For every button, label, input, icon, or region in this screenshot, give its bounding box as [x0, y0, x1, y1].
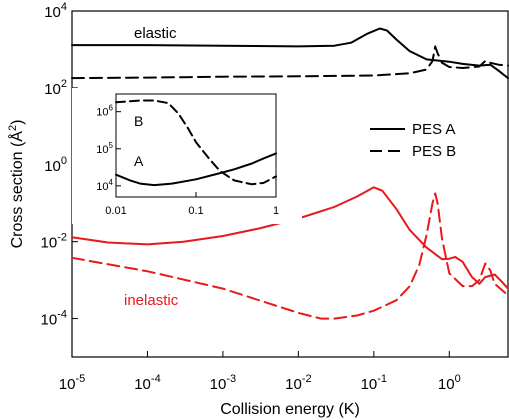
inset-y-tick-label-exp: 4: [109, 178, 114, 187]
inelastic-label: inelastic: [124, 292, 179, 309]
inset-y-tick-label-base: 10: [96, 181, 108, 193]
x-tick-label: 10-4: [134, 373, 160, 393]
y-tick-label-exp: 4: [61, 1, 67, 13]
legend-label-pes-a: PES A: [412, 121, 455, 138]
y-tick-label: 10-2: [41, 232, 67, 252]
y-axis-title: Cross section (Å2): [7, 120, 26, 249]
x-tick-label: 10-2: [285, 373, 311, 393]
x-tick-label-exp: -1: [377, 373, 387, 385]
inset-y-tick-label: 104: [96, 178, 113, 193]
x-tick-label-base: 10: [438, 376, 455, 393]
inset-label-a: A: [134, 153, 144, 169]
y-tick-label-base: 10: [44, 158, 61, 175]
inset-curve-a-line: [115, 152, 277, 187]
x-tick-label-exp: -2: [302, 373, 312, 385]
elastic-pes-b-line: [71, 45, 509, 80]
y-tick-label-exp: 2: [61, 78, 67, 90]
elastic-label: elastic: [134, 25, 177, 42]
inset-y-tick-label-exp: 6: [109, 104, 114, 113]
y-axis-title-sup: 2: [7, 125, 19, 131]
y-tick-label-exp: -4: [57, 309, 67, 321]
y-tick-label-exp: -2: [57, 232, 67, 244]
inset-y-tick-label: 106: [96, 104, 113, 119]
x-tick-label-base: 10: [59, 376, 76, 393]
x-tick-label-base: 10: [285, 376, 302, 393]
x-axis-title: Collision energy (K): [220, 401, 360, 418]
inset-y-tick-label-base: 10: [96, 107, 108, 119]
y-tick-label-base: 10: [41, 235, 58, 252]
inelastic-pes-b-line: [71, 192, 509, 320]
x-tick-label: 10-5: [59, 373, 85, 393]
x-tick-label-exp: -5: [75, 373, 85, 385]
inset-label-b: B: [134, 113, 143, 129]
inelastic-pes-a-line: [71, 186, 509, 290]
y-tick-label: 10-4: [41, 309, 67, 329]
inset-y-tick-label-base: 10: [96, 144, 108, 156]
legend-label-pes-b: PES B: [412, 143, 456, 160]
legend: PES A PES B: [370, 121, 456, 160]
inset-x-tick-label: 0.1: [188, 205, 203, 217]
x-tick-label-base: 10: [361, 376, 378, 393]
inset-y-tick-label-exp: 5: [109, 141, 114, 150]
y-tick-label: 104: [44, 1, 67, 21]
x-tick-label: 10-3: [210, 373, 236, 393]
x-tick-label: 100: [438, 373, 461, 393]
x-tick-label-base: 10: [210, 376, 227, 393]
inset-curve-b-line: [115, 99, 277, 186]
x-tick-label-exp: 0: [455, 373, 461, 385]
main-series: [71, 27, 509, 320]
x-tick-label-exp: -3: [226, 373, 236, 385]
inset-x-tick-label: 0.01: [105, 205, 126, 217]
inset-series: [115, 99, 277, 187]
y-tick-label: 102: [44, 78, 67, 98]
y-tick-label: 100: [44, 155, 67, 175]
x-tick-label: 10-1: [361, 373, 387, 393]
y-tick-label-exp: 0: [61, 155, 67, 167]
x-tick-label-exp: -4: [151, 373, 161, 385]
inset-background: [72, 88, 302, 224]
y-axis-title-end: ): [9, 120, 26, 125]
inset-y-tick-label: 105: [96, 141, 113, 156]
y-tick-label-base: 10: [41, 312, 58, 329]
x-tick-label-base: 10: [134, 376, 151, 393]
inset-x-tick-label: 1: [273, 205, 279, 217]
y-tick-label-base: 10: [44, 81, 61, 98]
y-tick-label-base: 10: [44, 4, 61, 21]
y-axis-title-main: Cross section (Å: [7, 131, 26, 249]
